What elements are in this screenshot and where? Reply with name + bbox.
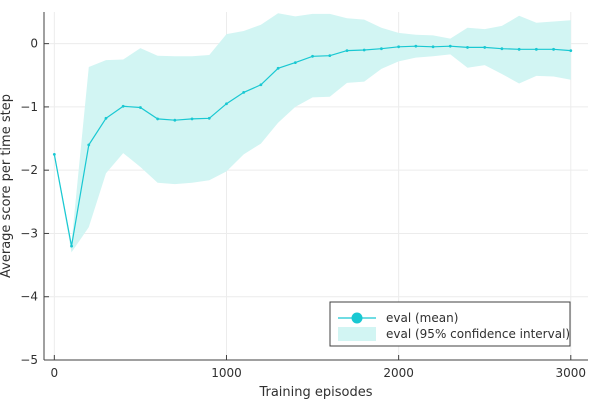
y-tick-label-5: −5 xyxy=(20,353,38,367)
legend-label-band: eval (95% confidence interval) xyxy=(386,327,570,341)
y-tick-label-0: 0 xyxy=(30,37,38,51)
mean-point-8 xyxy=(190,117,194,121)
x-tick-label-1: 1000 xyxy=(211,366,242,380)
mean-point-1 xyxy=(70,244,73,248)
mean-point-9 xyxy=(207,116,211,120)
mean-point-18 xyxy=(362,48,366,52)
mean-point-12 xyxy=(259,83,263,87)
mean-point-6 xyxy=(156,117,160,121)
mean-point-10 xyxy=(225,102,228,106)
mean-point-7 xyxy=(173,118,177,122)
y-tick-label-4: −4 xyxy=(20,290,38,304)
mean-point-5 xyxy=(139,106,142,109)
mean-point-14 xyxy=(293,61,297,65)
mean-point-4 xyxy=(121,104,125,108)
mean-point-27 xyxy=(517,47,521,51)
mean-point-11 xyxy=(242,90,246,94)
mean-point-13 xyxy=(276,66,280,70)
legend-label-mean: eval (mean) xyxy=(386,311,458,325)
mean-point-23 xyxy=(448,44,452,48)
tick-labels: 0 1000 2000 3000 0 −1 −2 −3 −4 −5 xyxy=(20,37,586,380)
legend: eval (mean) eval (95% confidence interva… xyxy=(329,301,571,347)
mean-point-16 xyxy=(328,54,332,58)
legend-mean-marker-swatch xyxy=(351,312,363,324)
mean-line-layer xyxy=(52,44,573,248)
confidence-band-layer xyxy=(54,13,571,253)
y-tick-label-2: −2 xyxy=(20,163,38,177)
mean-point-22 xyxy=(431,45,435,49)
mean-point-26 xyxy=(500,47,504,51)
mean-point-20 xyxy=(397,45,401,49)
y-tick-label-1: −1 xyxy=(20,100,38,114)
x-tick-label-3: 3000 xyxy=(556,366,587,380)
y-tick-label-3: −3 xyxy=(20,226,38,240)
mean-point-30 xyxy=(569,49,573,52)
mean-point-25 xyxy=(483,46,487,49)
mean-point-0 xyxy=(52,152,56,156)
legend-band-swatch xyxy=(338,327,376,341)
mean-point-15 xyxy=(311,54,314,58)
y-axis-label: Average score per time step xyxy=(0,94,14,278)
x-axis-label: Training episodes xyxy=(258,385,372,400)
mean-point-17 xyxy=(345,49,349,52)
mean-point-2 xyxy=(87,143,91,147)
legend-box xyxy=(329,301,571,347)
confidence-band xyxy=(54,13,571,253)
mean-point-19 xyxy=(380,47,383,51)
mean-point-3 xyxy=(104,116,108,120)
mean-point-24 xyxy=(466,46,469,49)
mean-point-28 xyxy=(534,47,538,51)
x-tick-label-0: 0 xyxy=(51,366,59,380)
x-tick-label-2: 2000 xyxy=(383,366,414,380)
axes xyxy=(43,12,588,361)
mean-point-29 xyxy=(552,47,555,51)
mean-point-21 xyxy=(414,44,418,48)
